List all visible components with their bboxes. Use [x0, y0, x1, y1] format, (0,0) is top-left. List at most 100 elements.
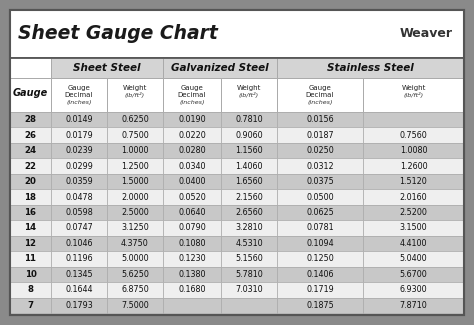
Text: 0.6250: 0.6250 — [121, 115, 149, 124]
Bar — [163, 205, 221, 220]
Text: 0.0400: 0.0400 — [178, 177, 206, 186]
Bar — [163, 298, 221, 313]
Bar — [107, 127, 163, 143]
Text: 0.1719: 0.1719 — [306, 285, 334, 294]
Text: 0.0190: 0.0190 — [178, 115, 206, 124]
Bar — [10, 205, 51, 220]
Text: 22: 22 — [25, 162, 36, 171]
Text: Galvanized Steel: Galvanized Steel — [171, 63, 269, 73]
Bar — [10, 236, 51, 251]
Bar — [277, 298, 363, 313]
Bar — [51, 127, 107, 143]
Text: Gauge: Gauge — [13, 88, 48, 98]
Bar — [277, 174, 363, 189]
Bar — [363, 282, 464, 298]
Text: 1.6560: 1.6560 — [235, 177, 263, 186]
Text: 4.5310: 4.5310 — [235, 239, 263, 248]
Text: 14: 14 — [25, 224, 36, 232]
Text: 16: 16 — [25, 208, 36, 217]
Text: 28: 28 — [25, 115, 36, 124]
Bar — [363, 174, 464, 189]
Text: 0.1875: 0.1875 — [306, 301, 334, 310]
Bar — [10, 251, 51, 266]
Text: 0.0250: 0.0250 — [306, 146, 334, 155]
Text: 0.1380: 0.1380 — [178, 270, 206, 279]
Text: 0.0500: 0.0500 — [306, 192, 334, 202]
Text: 2.0000: 2.0000 — [121, 192, 149, 202]
Text: Sheet Gauge Chart: Sheet Gauge Chart — [18, 23, 218, 43]
Text: 0.1345: 0.1345 — [65, 270, 93, 279]
Text: 5.6700: 5.6700 — [400, 270, 428, 279]
Bar — [10, 298, 51, 313]
Text: 0.0520: 0.0520 — [178, 192, 206, 202]
Text: 8: 8 — [27, 285, 34, 294]
Text: 2.6560: 2.6560 — [235, 208, 263, 217]
Bar — [221, 220, 277, 236]
Text: 7.5000: 7.5000 — [121, 301, 149, 310]
Bar — [221, 266, 277, 282]
Text: 1.1560: 1.1560 — [235, 146, 263, 155]
Text: (inches): (inches) — [66, 100, 92, 105]
Text: 3.1250: 3.1250 — [121, 224, 149, 232]
Bar — [363, 266, 464, 282]
Text: 0.0280: 0.0280 — [178, 146, 206, 155]
Text: 0.0340: 0.0340 — [178, 162, 206, 171]
Bar — [363, 251, 464, 266]
Text: Weight: Weight — [401, 84, 426, 91]
Text: 0.0312: 0.0312 — [306, 162, 334, 171]
Bar — [163, 174, 221, 189]
Text: 4.3750: 4.3750 — [121, 239, 149, 248]
Bar — [221, 112, 277, 127]
Bar — [277, 251, 363, 266]
Bar — [221, 189, 277, 205]
Text: 0.7560: 0.7560 — [400, 131, 428, 140]
Bar — [107, 298, 163, 313]
Text: 0.1046: 0.1046 — [65, 239, 93, 248]
Bar — [51, 112, 107, 127]
Text: 0.1406: 0.1406 — [306, 270, 334, 279]
Text: 5.6250: 5.6250 — [121, 270, 149, 279]
Text: 0.0220: 0.0220 — [178, 131, 206, 140]
Bar — [107, 112, 163, 127]
Bar — [277, 112, 363, 127]
Bar — [277, 220, 363, 236]
Text: 0.0790: 0.0790 — [178, 224, 206, 232]
Bar — [107, 189, 163, 205]
Text: 2.0160: 2.0160 — [400, 192, 428, 202]
Bar — [221, 127, 277, 143]
Bar — [107, 158, 163, 174]
Text: Decimal: Decimal — [306, 92, 334, 98]
Text: Weaver: Weaver — [400, 27, 453, 40]
Bar — [163, 189, 221, 205]
Bar — [363, 158, 464, 174]
Text: 0.0359: 0.0359 — [65, 177, 93, 186]
Text: 5.7810: 5.7810 — [235, 270, 263, 279]
Bar — [163, 127, 221, 143]
Bar — [10, 174, 51, 189]
Bar — [163, 158, 221, 174]
Bar — [277, 205, 363, 220]
Text: Stainless Steel: Stainless Steel — [327, 63, 414, 73]
Bar — [163, 251, 221, 266]
Bar — [10, 112, 51, 127]
Bar — [363, 127, 464, 143]
Bar — [277, 282, 363, 298]
Text: 1.5000: 1.5000 — [121, 177, 149, 186]
Bar — [107, 266, 163, 282]
Bar — [51, 236, 107, 251]
Text: 6.9300: 6.9300 — [400, 285, 428, 294]
Bar — [221, 298, 277, 313]
Text: 0.1196: 0.1196 — [65, 254, 93, 263]
Text: 20: 20 — [25, 177, 36, 186]
Text: (lb/ft²): (lb/ft²) — [403, 92, 424, 98]
Bar — [51, 205, 107, 220]
Text: 0.0478: 0.0478 — [65, 192, 93, 202]
Text: (lb/ft²): (lb/ft²) — [125, 92, 145, 98]
Bar — [163, 236, 221, 251]
Bar — [221, 158, 277, 174]
Text: 2.5000: 2.5000 — [121, 208, 149, 217]
Bar — [51, 78, 107, 112]
Text: 0.1250: 0.1250 — [306, 254, 334, 263]
Text: 1.5120: 1.5120 — [400, 177, 428, 186]
Text: 7.8710: 7.8710 — [400, 301, 428, 310]
